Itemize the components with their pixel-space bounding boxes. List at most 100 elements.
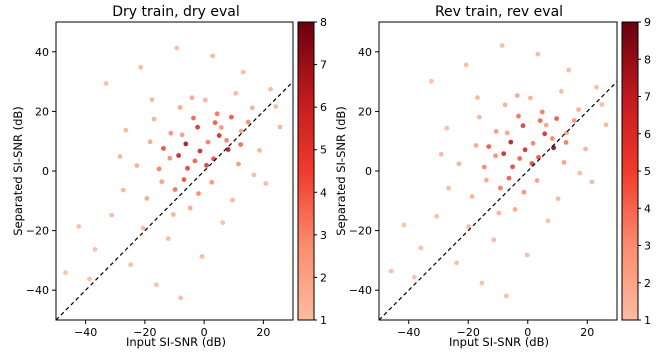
colorbar-ticks: 1 2 3 4 5 6 7 8 9 [638,16,651,327]
data-point [277,124,283,130]
data-point [128,262,134,267]
colorbar-tick-label: 3 [644,240,651,253]
y-tick-label: 40 [358,46,372,59]
x-tick-label: −20 [133,326,156,339]
data-point [225,147,231,152]
data-point [167,155,173,161]
data-point [524,252,530,258]
data-point [268,86,273,92]
x-tick-label: −20 [457,326,480,339]
data-point [438,151,444,157]
chart-title: Rev train, rev eval [435,4,563,20]
y-tick-label: 20 [358,105,372,118]
data-point [192,158,198,164]
data-point [154,282,159,288]
data-point [76,224,82,229]
points-layer [63,45,283,301]
data-point [473,143,479,148]
data-point [498,185,503,191]
data-point [528,95,533,101]
data-point [412,274,417,280]
data-point [156,166,162,172]
data-point [418,245,424,251]
data-point [520,123,526,129]
data-point [179,132,185,138]
y-ticks: −40 −20 0 20 40 [349,46,379,297]
data-point [202,97,208,103]
x-axis-label: Input SI-SNR (dB) [449,335,549,349]
data-point [212,120,218,126]
data-point [535,51,541,57]
data-point [120,187,126,193]
data-point [250,105,255,111]
data-point [183,141,189,147]
data-point [481,164,487,170]
colorbar-tick-label: 3 [320,229,327,242]
data-point [170,212,176,217]
data-point [576,107,581,112]
data-point [238,128,244,134]
y-tick-label: −20 [26,225,49,238]
colorbar-tick-label: 8 [644,53,651,66]
data-point [530,140,536,146]
data-point [583,146,588,152]
data-point [209,179,215,185]
data-point [196,191,201,197]
y-tick-label: 20 [35,105,49,118]
x-ticks: −40 −20 0 20 [74,320,270,339]
data-point [484,177,489,183]
chart-title: Dry train, dry eval [112,4,240,20]
y-axis-label: Separated SI-SNR (dB) [11,106,25,236]
data-point [63,270,68,275]
data-point [493,129,499,134]
data-point [571,118,577,123]
colorbar-tick-label: 2 [644,277,651,290]
data-point [543,122,549,128]
data-point [475,95,480,101]
data-point [506,175,512,181]
x-tick-label: −40 [74,326,97,339]
data-point [159,179,165,185]
x-tick-label: 20 [580,326,594,339]
data-point [566,67,572,73]
data-point [87,276,92,282]
data-point [92,247,98,252]
y-axis-label: Separated SI-SNR (dB) [334,106,348,236]
data-point [564,130,570,136]
data-point [456,161,462,167]
data-point [589,179,595,185]
colorbar-tick-label: 9 [644,16,651,29]
data-point [476,114,482,120]
data-point [117,154,123,159]
data-point [429,78,434,84]
colorbar-tick-label: 5 [644,165,651,178]
data-point [178,295,184,301]
data-point [463,62,469,68]
data-point [444,125,450,131]
colorbar-tick-label: 1 [320,314,327,327]
data-point [216,133,222,138]
data-point [165,236,171,242]
data-point [534,178,540,183]
data-point [220,220,226,226]
data-point [503,293,509,299]
data-point [504,130,510,136]
colorbar [297,21,315,321]
data-point [144,196,150,201]
data-point [496,210,502,216]
data-point [151,116,157,122]
data-point [224,137,230,143]
data-point [521,189,527,195]
data-point [486,144,492,150]
x-tick-label: 0 [201,326,208,339]
data-point [134,163,140,169]
data-point [210,53,216,59]
data-point [204,162,209,168]
data-point [529,161,535,166]
data-point [174,45,180,51]
colorbar [621,21,639,321]
reference-line [378,81,618,321]
data-point [233,90,239,96]
data-point [245,119,251,125]
data-point [599,102,605,107]
